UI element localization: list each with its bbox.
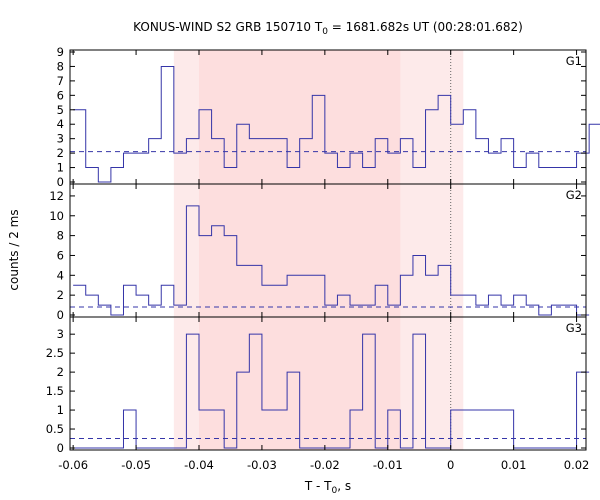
- chart-title-main: KONUS-WIND S2 GRB 150710 T: [133, 20, 323, 34]
- y-tick-label: 1: [57, 403, 64, 417]
- y-tick-label: 3: [57, 132, 64, 146]
- chart-title-rest: = 1681.682s UT (00:28:01.682): [328, 20, 523, 34]
- y-tick-label: 8: [57, 229, 64, 243]
- x-axis-label: T - T0, s: [304, 479, 351, 496]
- x-tick-label: 0: [447, 458, 454, 472]
- x-tick-label: -0.02: [310, 458, 340, 472]
- lightcurve-g2: [73, 205, 590, 316]
- x-tick-label: -0.06: [58, 458, 88, 472]
- x-tick-label: 0.01: [501, 458, 527, 472]
- x-axis-label-unit: , s: [337, 479, 351, 493]
- y-tick-label: 2: [57, 146, 64, 160]
- y-tick-label: 6: [57, 248, 64, 262]
- x-axis-label-main: T - T: [304, 479, 332, 493]
- y-tick-label: 10: [49, 209, 64, 223]
- lightcurve-g1: [73, 65, 600, 183]
- x-tick-label: -0.04: [184, 458, 214, 472]
- x-tick-label: -0.05: [121, 458, 151, 472]
- y-tick-label: 5: [57, 103, 64, 117]
- y-tick-label: 1: [57, 161, 64, 175]
- y-tick-label: 3: [57, 327, 64, 341]
- x-tick-label: -0.01: [373, 458, 403, 472]
- x-axis-label-subscript: 0: [332, 486, 338, 496]
- y-tick-label: 0: [57, 441, 64, 455]
- y-tick-label: 0: [57, 175, 64, 189]
- lightcurve-g3: [73, 333, 590, 449]
- x-tick-label: 0.02: [564, 458, 590, 472]
- y-tick-label: 2.5: [46, 346, 64, 360]
- y-tick-label: 0: [57, 308, 64, 322]
- panel-g3: 0 0.5 1 1.5 2 2.5 3 G3: [46, 316, 590, 455]
- y-tick-label: 7: [57, 74, 64, 88]
- chart-title: KONUS-WIND S2 GRB 150710 T0 = 1681.682s …: [133, 20, 523, 37]
- y-tick-label: 12: [49, 189, 64, 203]
- y-tick-label: 2: [57, 288, 64, 302]
- y-tick-label: 0.5: [46, 422, 64, 436]
- panel-label-g3: G3: [566, 321, 582, 335]
- y-axis-label: counts / 2 ms: [7, 209, 21, 290]
- x-tick-label: -0.03: [247, 458, 277, 472]
- y-tick-label: 4: [57, 117, 64, 131]
- y-tick-label: 2: [57, 365, 64, 379]
- y-tick-label: 9: [57, 45, 64, 59]
- chart-title-subscript: 0: [322, 27, 328, 37]
- panel-frame: [69, 316, 587, 451]
- panel-label-g1: G1: [566, 54, 582, 68]
- panel-g2: 0 2 4 6 8 10 12 G2: [49, 183, 590, 322]
- x-tick-labels: -0.06 -0.05 -0.04 -0.03 -0.02 -0.01 0 0.01 0.02: [58, 458, 589, 472]
- y-tick-label: 4: [57, 268, 64, 282]
- shaded-interval-2: [199, 184, 401, 317]
- y-tick-label: 8: [57, 59, 64, 73]
- y-tick-label: 1.5: [46, 384, 64, 398]
- y-tick-label: 6: [57, 88, 64, 102]
- panel-label-g2: G2: [566, 188, 582, 202]
